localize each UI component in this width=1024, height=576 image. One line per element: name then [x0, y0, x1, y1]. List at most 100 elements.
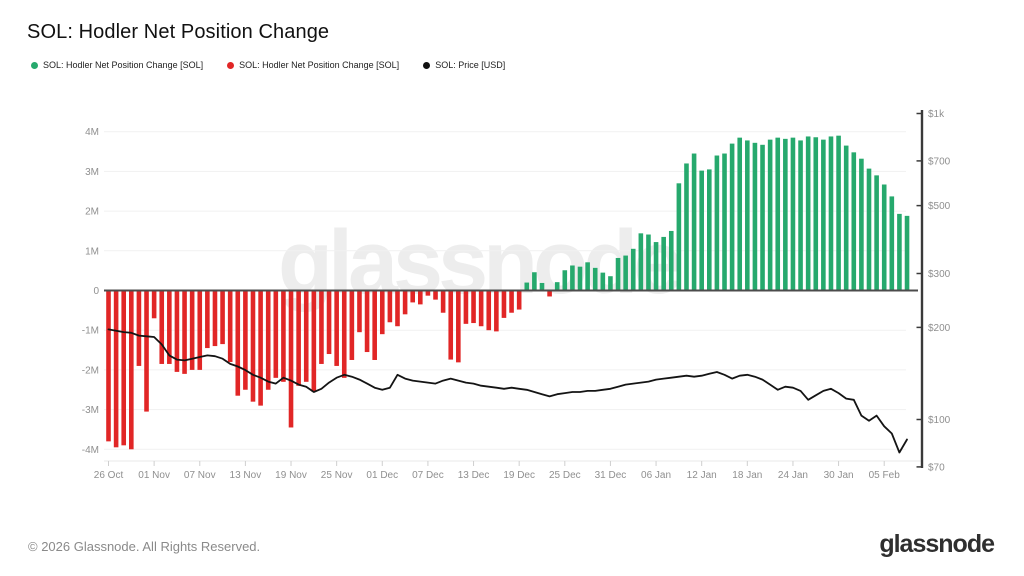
bar: [281, 290, 286, 382]
bar: [547, 290, 552, 297]
bar: [372, 290, 377, 360]
bar: [897, 213, 902, 291]
bar: [182, 290, 187, 374]
bar: [661, 236, 666, 291]
bar: [357, 290, 362, 333]
x-axis-label: 07 Dec: [412, 470, 444, 481]
bar: [699, 170, 704, 291]
x-axis-label: 13 Dec: [458, 470, 490, 481]
x-axis-label: 01 Nov: [138, 470, 170, 481]
bar: [532, 272, 537, 291]
bar: [136, 290, 142, 366]
bar: [615, 257, 621, 291]
bar: [904, 215, 910, 291]
bar: [311, 290, 317, 392]
bar: [167, 290, 172, 364]
x-axis-label: 25 Dec: [549, 470, 581, 481]
bar: [707, 169, 712, 291]
x-axis-label: 19 Nov: [275, 470, 307, 481]
right-axis-label: $70: [928, 462, 945, 473]
bar: [638, 233, 644, 291]
legend-label: SOL: Price [USD]: [435, 60, 506, 70]
bar: [646, 234, 651, 291]
x-axis-label: 07 Nov: [184, 470, 216, 481]
legend-dot-green-icon: [31, 61, 38, 69]
right-axis-label: $700: [928, 156, 951, 167]
bar: [760, 144, 765, 291]
bar: [745, 140, 750, 291]
bar: [714, 155, 720, 291]
bar: [478, 290, 484, 327]
x-axis-label: 05 Feb: [869, 470, 901, 481]
bar: [364, 290, 370, 353]
bar: [691, 153, 697, 291]
left-axis-label: 0: [93, 286, 99, 297]
legend-item-hodler-net-position-negative[interactable]: SOL: Hodler Net Position Change [SOL]: [227, 60, 399, 70]
bar: [144, 290, 149, 412]
left-axis-label: 3M: [85, 167, 99, 178]
x-axis-label: 25 Nov: [321, 470, 353, 481]
bar: [387, 290, 393, 323]
bar: [570, 265, 575, 291]
bar: [805, 136, 811, 291]
right-axis-label: $200: [928, 323, 951, 334]
bar: [349, 290, 355, 360]
right-axis-label: $1k: [928, 109, 945, 120]
bar: [600, 272, 606, 291]
bar: [379, 290, 385, 335]
left-axis-label: -2M: [82, 365, 99, 376]
bar: [554, 282, 560, 291]
bar: [608, 276, 613, 291]
bar: [486, 290, 492, 331]
bar: [174, 290, 180, 372]
bar: [653, 242, 659, 291]
bar: [729, 143, 735, 291]
bar: [159, 290, 165, 364]
legend-item-hodler-net-position-positive[interactable]: SOL: Hodler Net Position Change [SOL]: [31, 60, 203, 70]
bar: [668, 230, 674, 291]
left-axis-label: 4M: [85, 127, 99, 138]
bar: [326, 290, 332, 355]
x-axis-label: 06 Jan: [641, 470, 671, 481]
left-axis-label: -3M: [82, 405, 99, 416]
bar: [881, 184, 887, 291]
bar: [630, 248, 636, 291]
x-axis-label: 30 Jan: [824, 470, 854, 481]
bar: [402, 290, 408, 315]
bar: [395, 290, 400, 327]
x-axis-label: 12 Jan: [687, 470, 717, 481]
right-axis-label: $500: [928, 201, 951, 212]
bar: [440, 290, 446, 313]
x-axis-label: 18 Jan: [732, 470, 762, 481]
bar: [258, 290, 263, 406]
bar: [456, 290, 461, 363]
legend: SOL: Hodler Net Position Change [SOL] SO…: [31, 60, 505, 70]
bar: [524, 282, 530, 291]
left-axis-label: -4M: [82, 445, 99, 456]
bar: [129, 290, 134, 450]
legend-dot-black-icon: [423, 61, 431, 69]
legend-item-price[interactable]: SOL: Price [USD]: [423, 60, 505, 70]
bar: [509, 290, 514, 313]
bar: [676, 183, 682, 291]
bar: [243, 290, 248, 390]
bar: [752, 142, 758, 291]
x-axis-label: 31 Dec: [595, 470, 627, 481]
bar: [798, 140, 803, 291]
page-title: SOL: Hodler Net Position Change: [27, 21, 330, 43]
bar: [813, 137, 819, 291]
bar: [471, 290, 476, 324]
bar: [425, 290, 431, 296]
bar: [767, 139, 773, 291]
bar: [334, 290, 339, 366]
bar: [197, 290, 203, 370]
glassnode-logo: glassnode: [879, 530, 995, 558]
bar: [288, 290, 294, 428]
bar: [265, 290, 271, 390]
bar: [775, 137, 781, 291]
bar: [821, 139, 826, 291]
bar: [494, 290, 499, 332]
bar: [851, 152, 857, 291]
bar: [151, 290, 157, 319]
